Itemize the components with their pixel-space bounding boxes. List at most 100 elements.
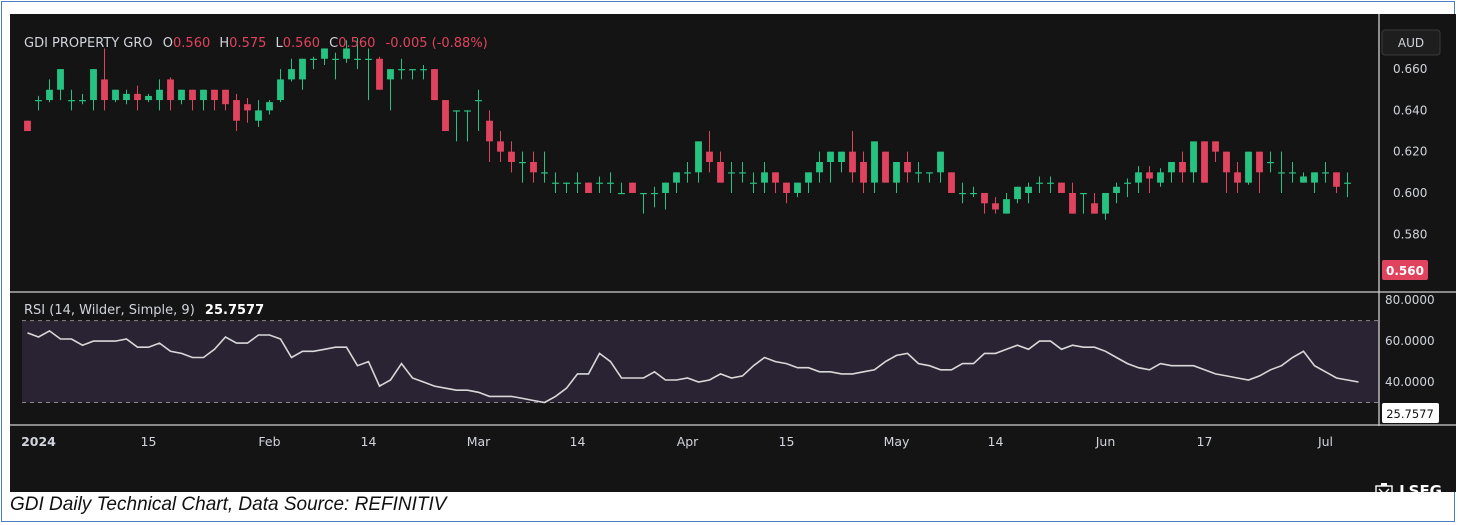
candle-body [211,89,218,101]
candle-body [684,172,691,174]
candle-body [46,89,53,101]
candle-body [772,172,779,183]
candle-body [827,151,834,162]
candle-body [255,110,262,121]
candle-body [167,79,174,101]
candle-body [519,162,526,164]
candle-body [1322,172,1329,174]
candle-body [1091,203,1098,214]
time-tick-label: Apr [677,434,699,449]
candle-body [57,69,64,90]
candle-body [783,182,790,193]
candle-body [1157,172,1164,183]
price-tick-label: 0.640 [1393,103,1427,117]
stock-chart: 0.660 0.640 0.620 0.600 0.580 80.0000 60.0000 4… [10,14,1456,492]
candle-body [970,192,977,195]
candle-body [1245,151,1252,183]
candle-body [530,162,537,173]
candle-body [442,100,449,132]
candle-body [1300,176,1307,183]
candle-body [332,58,339,60]
high-value: 0.575 [229,36,266,51]
candle-body [673,172,680,183]
candle-body [1289,172,1296,174]
time-tick-label: Mar [467,434,491,449]
candle-body [629,182,636,193]
rsi-tick-label: 60.0000 [1385,334,1435,348]
time-tick-label: 14 [988,434,1004,449]
price-tick-label: 0.620 [1393,145,1427,159]
symbol-name: GDI PROPERTY GRO [24,36,153,51]
candle-body [948,172,955,193]
last-price-tag: 0.560 [1382,260,1428,280]
rsi-label: RSI (14, Wilder, Simple, 9) [24,303,195,318]
time-tick-label: Feb [258,434,280,449]
candle-body [145,95,152,101]
candle-body [343,48,350,59]
close-value: 0.560 [338,36,375,51]
candle-body [35,100,42,102]
candle-body [123,93,130,101]
candle-body [266,102,273,111]
candle-body [1179,162,1186,173]
candle-body [365,58,372,60]
candle-body [387,69,394,80]
currency-label: AUD [1398,36,1424,50]
price-tick-label: 0.660 [1393,62,1427,76]
candle-body [1124,182,1131,184]
currency-button[interactable]: AUD [1381,29,1441,56]
candle-body [1102,192,1109,214]
candle-body [1201,141,1208,183]
candle-body [860,162,867,183]
candle-body [288,69,295,80]
candle-body [915,172,922,174]
last-rsi-tag: 25.7577 [1382,403,1439,423]
candle-body [1333,172,1340,187]
candle-body [651,192,658,195]
candle-body [937,151,944,173]
candle-body [585,182,592,193]
candle-body [541,172,548,174]
candle-body [926,172,933,174]
candle-body [1080,192,1087,195]
last-price-label: 0.560 [1386,264,1424,278]
time-tick-label: 17 [1197,434,1213,449]
candle-body [1113,186,1120,193]
candle-body [156,89,163,101]
candle-body [805,172,812,183]
price-tick-label: 0.580 [1393,227,1427,241]
candle-body [959,192,966,195]
candle-body [222,89,229,105]
candle-body [1234,172,1241,183]
candle-body [1168,162,1175,173]
candle-body [904,162,911,173]
candle-body [189,89,196,101]
candle-body [508,151,515,162]
time-tick-label: May [884,434,910,449]
candle-body [68,100,75,102]
candle-body [79,100,86,102]
candle-body [992,203,999,210]
low-label: L [276,36,284,51]
candle-body [871,141,878,183]
candle-body [112,89,119,101]
candle-body [1058,182,1065,193]
candle-body [1036,182,1043,184]
candle-body [299,58,306,80]
time-tick-label: 14 [361,434,377,449]
candle-body [321,48,328,59]
candle-body [310,58,317,60]
candle-body [618,192,625,195]
rsi-tick-label: 80.0000 [1385,293,1435,307]
svg-text:GDI PROPERTY GRO O0.56: GDI PROPERTY GRO O0.560 H0.575 L0.560 C0… [24,36,488,51]
candle-body [1003,199,1010,214]
time-tick-label: 2024 [21,434,56,449]
open-label: O [163,36,173,51]
candle-body [838,151,845,162]
change-value: -0.005 (-0.88%) [386,36,488,51]
brand-text: LSEG [1399,482,1442,500]
candle-body [409,69,416,71]
candle-body [552,182,559,184]
brand-logo: LSEG [1375,482,1442,500]
